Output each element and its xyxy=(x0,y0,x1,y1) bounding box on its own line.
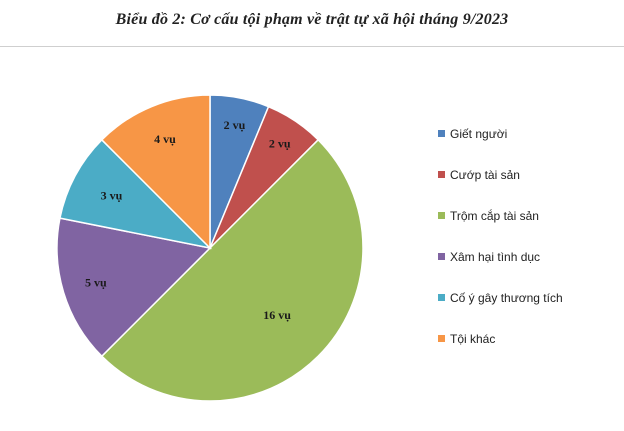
legend-swatch-giet-nguoi xyxy=(438,130,445,137)
legend-item-toi-khac: Tội khác xyxy=(438,318,563,359)
chart-title: Biểu đồ 2: Cơ cấu tội phạm về trật tự xã… xyxy=(115,11,509,28)
legend-item-cuop-tai-san: Cướp tài sản xyxy=(438,154,563,195)
pie-slice-co-y-gay-thuong-tich xyxy=(59,138,213,250)
data-label-co-y-gay-thuong-tich: 3 vụ xyxy=(101,188,123,202)
legend-swatch-xam-hai-tinh-duc xyxy=(438,253,445,260)
legend-label-toi-khac: Tội khác xyxy=(450,331,496,346)
legend-label-cuop-tai-san: Cướp tài sản xyxy=(450,167,520,182)
legend-item-co-y-gay-thuong-tich: Cố ý gây thương tích xyxy=(438,277,563,318)
legend-swatch-toi-khac xyxy=(438,335,445,342)
legend: Giết người Cướp tài sản Trộm cắp tài sản Xâ… xyxy=(438,113,563,359)
data-label-toi-khac: 4 vụ xyxy=(154,132,176,146)
legend-label-xam-hai-tinh-duc: Xâm hại tình dục xyxy=(450,249,541,264)
legend-label-co-y-gay-thuong-tich: Cố ý gây thương tích xyxy=(450,290,563,305)
legend-swatch-trom-cap-tai-san xyxy=(438,212,445,219)
legend-swatch-co-y-gay-thuong-tich xyxy=(438,294,445,301)
legend-label-trom-cap-tai-san: Trộm cắp tài sản xyxy=(450,208,539,223)
legend-item-giet-nguoi: Giết người xyxy=(438,113,563,154)
title-divider xyxy=(0,46,624,47)
data-label-xam-hai-tinh-duc: 5 vụ xyxy=(85,276,107,290)
pie-slice-toi-khac xyxy=(100,94,211,250)
data-label-giet-nguoi: 2 vụ xyxy=(224,118,246,132)
legend-item-xam-hai-tinh-duc: Xâm hại tình dục xyxy=(438,236,563,277)
legend-item-trom-cap-tai-san: Trộm cắp tài sản xyxy=(438,195,563,236)
data-label-trom-cap-tai-san: 16 vụ xyxy=(263,308,291,322)
pie-slice-trom-cap-tai-san xyxy=(100,138,364,402)
legend-label-giet-nguoi: Giết người xyxy=(450,126,508,141)
data-label-cuop-tai-san: 2 vụ xyxy=(269,137,291,151)
pie-slice-xam-hai-tinh-duc xyxy=(56,217,212,358)
legend-swatch-cuop-tai-san xyxy=(438,171,445,178)
